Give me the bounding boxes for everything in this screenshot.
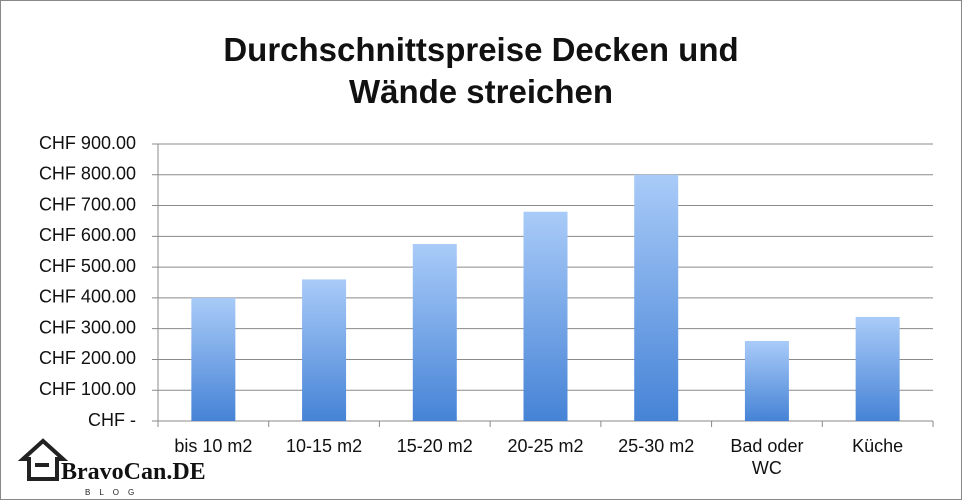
y-tick-label: CHF - [88,410,136,430]
y-tick-label: CHF 800.00 [39,164,136,184]
x-tick-label: Küche [852,436,904,456]
y-tick-label: CHF 500.00 [39,256,136,276]
y-tick-label: CHF 700.00 [39,194,136,214]
bar [412,244,457,421]
x-tick-label: bis 10 m2 [174,436,253,456]
bar [855,316,900,421]
bar [302,279,347,421]
y-tick-label: CHF 200.00 [39,348,136,368]
chart-title: Durchschnittspreise Decken und Wände str… [223,31,739,110]
y-tick-label: CHF 600.00 [39,225,136,245]
bar [744,340,789,421]
x-tick-label: 15-20 m2 [396,436,473,456]
y-tick-label: CHF 900.00 [39,133,136,153]
watermark-tag: BLOG [85,488,144,497]
bar [523,211,568,421]
y-tick-label: CHF 100.00 [39,379,136,399]
y-tick-label: CHF 300.00 [39,317,136,337]
bar [634,174,679,421]
bar [191,297,236,421]
x-tick-label: 20-25 m2 [507,436,584,456]
x-tick-label: 25-30 m2 [618,436,695,456]
watermark-icon [17,438,69,481]
x-tick-label: Bad oder WC [730,436,804,478]
watermark: BravoCan.DE [61,459,206,485]
x-tick-label: 10-15 m2 [286,436,363,456]
y-tick-label: CHF 400.00 [39,287,136,307]
